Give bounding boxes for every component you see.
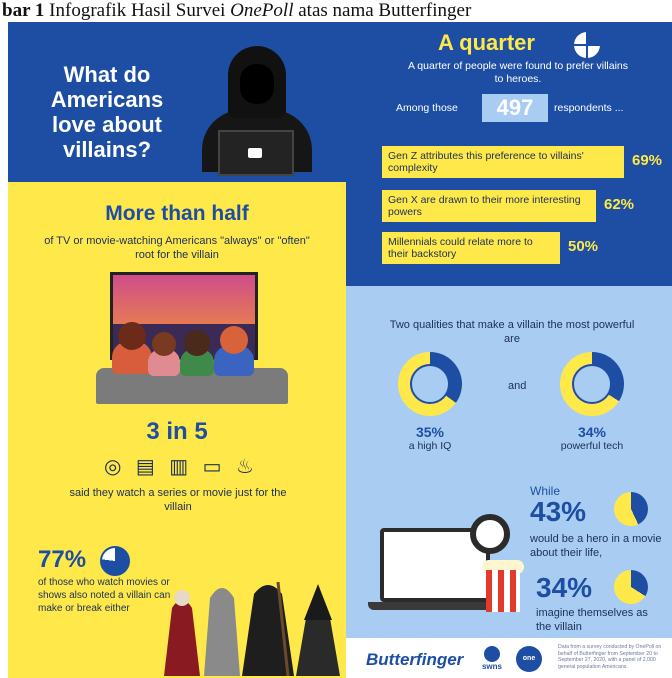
quarter-heading: A quarter bbox=[438, 30, 535, 55]
respondents-count: 497 bbox=[482, 94, 548, 122]
popcorn-bucket-icon bbox=[486, 570, 520, 612]
caption-prefix: bar 1 bbox=[2, 0, 50, 21]
hooded-figure-illustration bbox=[192, 40, 322, 180]
caption-text-a: Infografik Hasil Survei bbox=[49, 0, 231, 21]
tech-pct: 34% bbox=[577, 424, 607, 440]
clapperboard-icon: ▤ bbox=[135, 456, 155, 478]
millennials-pct: 50% bbox=[568, 238, 599, 255]
gen-x-pct: 62% bbox=[604, 196, 635, 213]
brain-icon bbox=[410, 364, 450, 404]
tech-donut bbox=[560, 352, 624, 416]
swns-mark bbox=[484, 646, 500, 662]
source-note: Data from a survey conducted by OnePoll … bbox=[558, 644, 662, 670]
more-than-half-heading: More than half bbox=[105, 202, 249, 225]
more-than-half-text: of TV or movie-watching Americans "alway… bbox=[44, 235, 310, 261]
respondents-text: respondents ... bbox=[554, 102, 624, 114]
iq-label: a high IQ bbox=[408, 440, 452, 452]
witch-hat bbox=[304, 584, 332, 620]
popcorn-icon: ♨ bbox=[236, 456, 254, 478]
caption-italic: OnePoll bbox=[230, 0, 294, 21]
pie-77-icon bbox=[100, 546, 130, 576]
gear-icon bbox=[572, 364, 612, 404]
laptop-icon bbox=[218, 130, 294, 176]
tv-icon: ▭ bbox=[202, 456, 222, 478]
p77-stat: 77% bbox=[38, 546, 87, 573]
vampire-shape bbox=[164, 600, 200, 676]
film-reel-icon: ◎ bbox=[104, 456, 122, 478]
pie-43-icon bbox=[614, 492, 648, 526]
viewer-3-head bbox=[184, 330, 210, 356]
gen-z-bar: Gen Z attributes this preference to vill… bbox=[382, 146, 624, 178]
onepoll-logo: one poll bbox=[516, 646, 542, 672]
werewolf-shape bbox=[204, 588, 240, 676]
laptop-base bbox=[368, 602, 502, 610]
p77-text: of those who watch movies or shows also … bbox=[38, 577, 171, 614]
figure-caption: bar 1 Infografik Hasil Survei OnePoll at… bbox=[0, 0, 672, 22]
while-text: While bbox=[530, 484, 561, 498]
butterfinger-logo: Butterfinger bbox=[366, 650, 464, 669]
tv-sky bbox=[113, 275, 255, 325]
gen-z-pct: 69% bbox=[632, 152, 663, 169]
two-qualities-text: Two qualities that make a villain the mo… bbox=[389, 319, 635, 345]
iq-donut bbox=[398, 352, 462, 416]
quarter-pie-icon bbox=[574, 32, 600, 58]
footer bbox=[346, 638, 672, 678]
scythe-shape bbox=[276, 581, 290, 676]
among-text: Among those bbox=[396, 102, 458, 114]
film-reel-icon-large bbox=[470, 514, 510, 554]
quarter-text: A quarter of people were found to prefer… bbox=[407, 60, 629, 85]
and-text: and bbox=[508, 380, 527, 392]
caption-text-b: atas nama Butterfinger bbox=[293, 0, 472, 21]
pie-34-icon bbox=[614, 570, 648, 604]
witch-shape bbox=[296, 610, 340, 676]
villains-illustration bbox=[164, 581, 340, 676]
swns-label: swns bbox=[481, 662, 502, 671]
swns-logo: swns bbox=[478, 646, 506, 674]
p43-stat: 43% bbox=[530, 496, 587, 527]
millennials-bar: Millennials could relate more to their b… bbox=[382, 232, 560, 264]
tech-label: powerful tech bbox=[560, 440, 624, 452]
face-shape bbox=[240, 64, 274, 104]
viewer-4-head bbox=[220, 326, 248, 354]
iq-pct: 35% bbox=[415, 424, 445, 440]
main-title: What do Americans love about villains? bbox=[50, 62, 164, 162]
infographic: What do Americans love about villains? M… bbox=[8, 22, 672, 678]
vampire-head bbox=[174, 590, 190, 606]
hero-text: would be a hero in a movie about their l… bbox=[530, 533, 662, 559]
villain-text: imagine themselves as the villain bbox=[536, 607, 648, 633]
viewer-1-head bbox=[118, 322, 146, 350]
watch-for-villain-text: said they watch a series or movie just f… bbox=[69, 487, 287, 513]
watch-icons-row: ◎ ▤ ▥ ▭ ♨ bbox=[104, 456, 254, 478]
viewer-2-head bbox=[152, 332, 176, 356]
laptop-illustration bbox=[380, 528, 490, 602]
p34-stat: 34% bbox=[536, 572, 593, 603]
gen-x-bar: Gen X are drawn to their more interestin… bbox=[382, 190, 596, 222]
three-in-five-heading: 3 in 5 bbox=[146, 418, 208, 445]
film-strip-icon: ▥ bbox=[169, 456, 189, 478]
